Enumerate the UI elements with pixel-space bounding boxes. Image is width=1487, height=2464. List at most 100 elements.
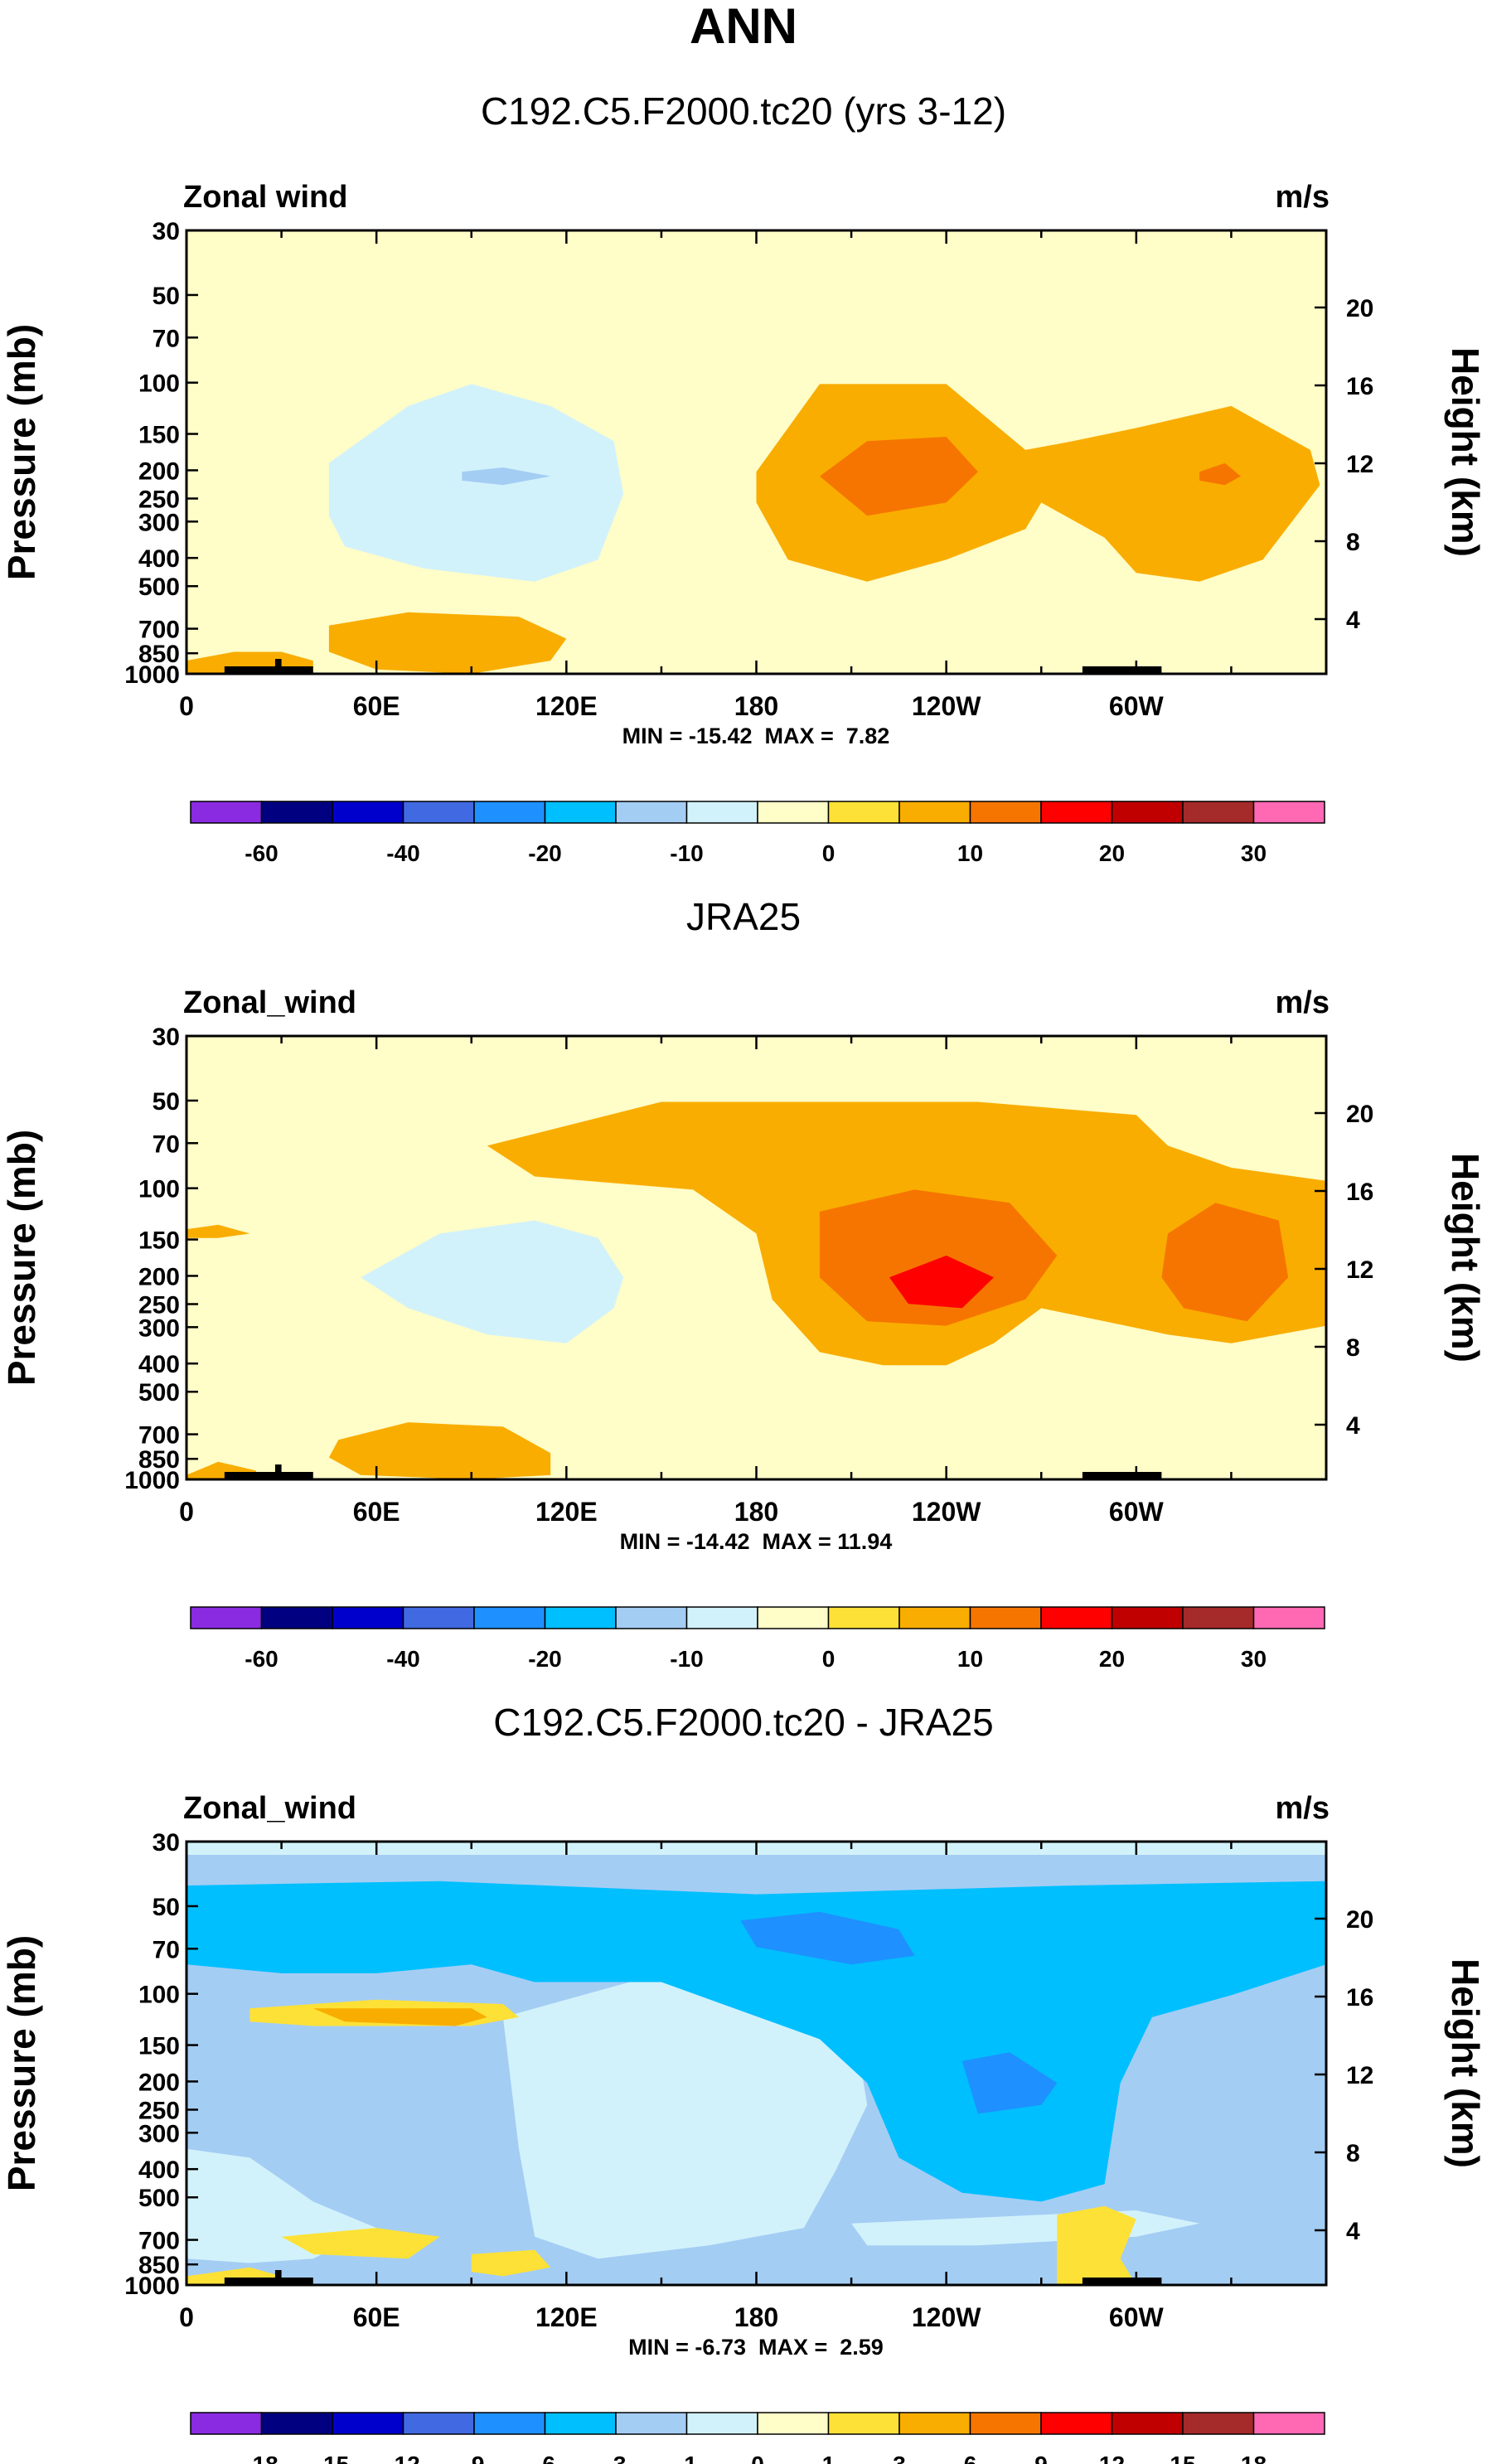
- colorbar-box: [402, 801, 475, 824]
- y-tick-label: 850: [138, 1446, 180, 1474]
- contour-region: [1057, 2205, 1136, 2285]
- y-tick-label: 300: [138, 1314, 180, 1342]
- colorbar-label: 10: [957, 840, 983, 866]
- x-tick-label: 120E: [535, 2302, 598, 2332]
- colorbar-box: [1182, 1606, 1255, 1629]
- colorbar-box: [969, 1606, 1042, 1629]
- colorbar-box: [1111, 801, 1184, 824]
- colorbar-box: [757, 2412, 830, 2435]
- x-tick-label: 120E: [535, 691, 598, 721]
- colorbar-box: [1252, 2412, 1325, 2435]
- panel-title: JRA25: [686, 895, 801, 938]
- x-tick-label: 60W: [1109, 691, 1165, 721]
- colorbar-box: [1040, 2412, 1113, 2435]
- colorbar-label: 1: [822, 2452, 836, 2464]
- colorbar-box: [615, 2412, 688, 2435]
- colorbar-box: [1252, 801, 1325, 824]
- units-label: m/s: [1276, 985, 1330, 1020]
- colorbar-box: [615, 801, 688, 824]
- y2-tick-label: 12: [1346, 1256, 1373, 1284]
- contour-region: [961, 2052, 1058, 2114]
- topography-mark: [224, 1472, 313, 1479]
- y2-tick-label: 4: [1346, 607, 1360, 634]
- colorbar-label: -6: [535, 2452, 555, 2464]
- y-tick-label: 50: [153, 1894, 180, 1921]
- colorbar-label: 30: [1241, 1646, 1267, 1672]
- y2-axis-label: Height (km): [1444, 1153, 1487, 1363]
- min-max-stats: MIN = -15.42 MAX = 7.82: [622, 724, 890, 748]
- y-tick-label: 150: [138, 1227, 180, 1255]
- y2-axis-label: Height (km): [1444, 347, 1487, 557]
- colorbar-box: [544, 1606, 617, 1629]
- y-tick-label: 50: [153, 283, 180, 310]
- colorbar-box: [1182, 801, 1255, 824]
- y-tick-label: 100: [138, 370, 180, 398]
- y-tick-label: 70: [153, 1936, 180, 1963]
- colorbar-box: [757, 801, 830, 824]
- x-tick-label: 60W: [1109, 2302, 1165, 2332]
- colorbar-box: [1040, 801, 1113, 824]
- y-tick-label: 300: [138, 509, 180, 536]
- contour-region: [819, 1189, 1058, 1326]
- y-tick-label: 400: [138, 545, 180, 573]
- figure-title: ANN: [690, 0, 797, 54]
- topography-mark: [274, 659, 282, 674]
- colorbar-box: [1252, 1606, 1325, 1629]
- colorbar-box: [827, 1606, 900, 1629]
- colorbar-label: -3: [606, 2452, 627, 2464]
- contour-field: [186, 1036, 1326, 1479]
- y2-tick-label: 16: [1346, 1179, 1373, 1206]
- x-tick-label: 180: [734, 2302, 778, 2332]
- colorbar-label: -20: [528, 1646, 561, 1672]
- colorbar-label: -60: [245, 1646, 278, 1672]
- x-tick-label: 180: [734, 1497, 778, 1527]
- units-label: m/s: [1276, 1791, 1330, 1826]
- x-tick-label: 60E: [353, 2302, 400, 2332]
- y2-tick-label: 4: [1346, 1412, 1360, 1440]
- colorbar-box: [473, 2412, 546, 2435]
- colorbar-label: 6: [964, 2452, 977, 2464]
- x-tick-label: 0: [179, 2302, 194, 2332]
- contour-region: [462, 467, 551, 486]
- colorbar-label: 0: [751, 2452, 764, 2464]
- colorbar: -18 -15 -12 -9 -6 -3 -1 0 1 3 6 9 12 15 18: [190, 2412, 1325, 2464]
- y2-axis-label: Height (km): [1444, 1958, 1487, 2168]
- y-tick-label: 500: [138, 574, 180, 601]
- colorbar-label: 0: [822, 840, 836, 866]
- contour-region: [1161, 1203, 1289, 1322]
- contour-region: [502, 1982, 868, 2259]
- y-tick-label: 200: [138, 1263, 180, 1290]
- contour-region: [740, 1911, 915, 1965]
- colorbar-label: -40: [386, 840, 419, 866]
- topography-mark: [1082, 1472, 1162, 1479]
- colorbar-box: [1182, 2412, 1255, 2435]
- colorbar-box: [332, 2412, 404, 2435]
- colorbar-box: [402, 2412, 475, 2435]
- y2-tick-label: 8: [1346, 1334, 1360, 1362]
- y-tick-label: 100: [138, 1982, 180, 2009]
- y2-tick-label: 20: [1346, 295, 1373, 322]
- colorbar-label: -12: [386, 2452, 419, 2464]
- colorbar-box: [685, 801, 758, 824]
- colorbar-box: [898, 801, 971, 824]
- colorbar-box: [473, 1606, 546, 1629]
- y-tick-label: 30: [153, 218, 180, 245]
- colorbar-label: -15: [316, 2452, 349, 2464]
- x-tick-label: 180: [734, 691, 778, 721]
- topography-mark: [1082, 2278, 1162, 2285]
- colorbar-label: -18: [245, 2452, 278, 2464]
- panel-title: C192.C5.F2000.tc20 (yrs 3-12): [481, 90, 1006, 133]
- colorbar-box: [685, 1606, 758, 1629]
- colorbar-label: 30: [1241, 840, 1267, 866]
- y-tick-label: 200: [138, 457, 180, 485]
- x-tick-label: 0: [179, 691, 194, 721]
- min-max-stats: MIN = -6.73 MAX = 2.59: [628, 2335, 884, 2360]
- contour-region: [281, 2228, 440, 2259]
- y2-tick-label: 20: [1346, 1101, 1373, 1128]
- colorbar-box: [260, 2412, 333, 2435]
- colorbar-label: -20: [528, 840, 561, 866]
- y2-tick-label: 12: [1346, 2062, 1373, 2089]
- colorbar-label: 3: [893, 2452, 906, 2464]
- y-tick-label: 1000: [124, 1467, 180, 1494]
